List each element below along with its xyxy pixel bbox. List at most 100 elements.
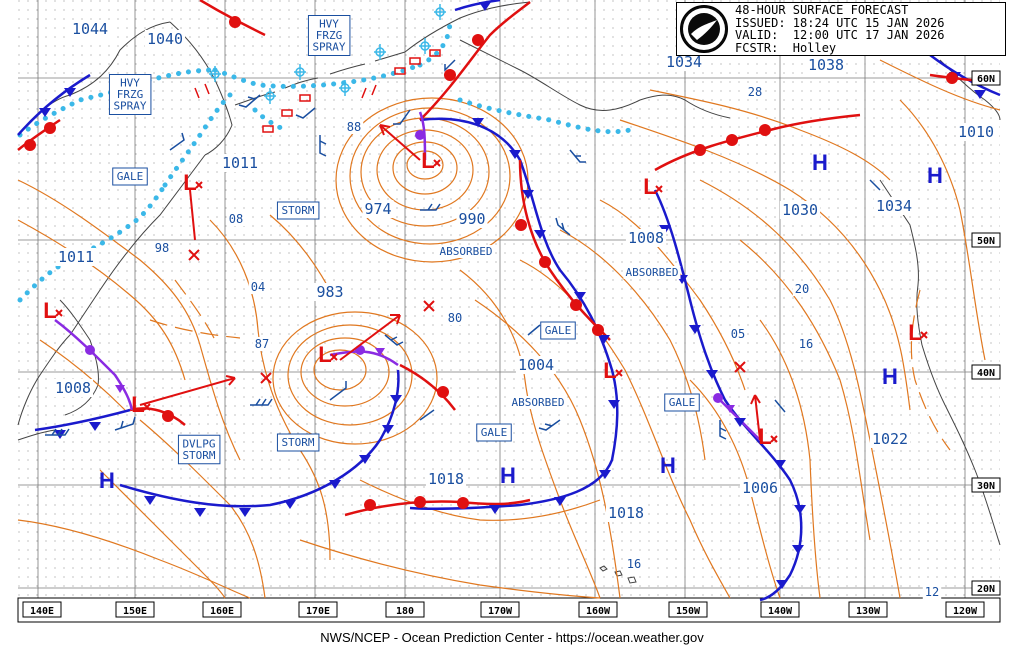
- warning-box: STORM: [276, 201, 320, 220]
- isobar-value: 1040: [147, 30, 183, 48]
- warning-box-frame: [108, 74, 152, 115]
- lon-label-box: [668, 601, 708, 618]
- cold-front-triangle: [774, 460, 786, 469]
- lat-label: 60N: [977, 74, 995, 85]
- header-title: 48-HOUR SURFACE FORECAST: [735, 3, 909, 17]
- warning-box-frame: [276, 201, 320, 220]
- isobar-label-bg: [869, 430, 911, 448]
- lat-label-box: [971, 364, 1001, 380]
- warm-front-semicircle: [759, 124, 771, 136]
- warm-front-semicircle: [472, 34, 484, 46]
- warning-box: GALE: [476, 423, 512, 442]
- warm-front-semicircle: [946, 72, 958, 84]
- low-pressure-symbol: L: [603, 358, 616, 383]
- isobar-label-bg: [219, 154, 261, 172]
- header-forecaster: FCSTR: Holley: [735, 40, 837, 55]
- warm-front-semicircle: [592, 324, 604, 336]
- longitude-labels: 140E 150E 160E 170E 180 170W 160W 150W 140W 130W 1…: [22, 601, 985, 618]
- low-center-x: [433, 159, 441, 167]
- isobar-label-bg: [252, 337, 272, 351]
- high-pressure-symbol: H: [812, 150, 828, 175]
- lon-label: 170W: [488, 606, 513, 617]
- low-pressure-symbol: L: [908, 320, 921, 345]
- isobar-value: 12: [925, 585, 939, 599]
- low-center-x: [330, 353, 338, 361]
- occluded-front-triangle: [375, 348, 385, 356]
- cold-front-triangle: [608, 400, 620, 409]
- isobar-label-bg: [456, 210, 488, 228]
- low-center-x: [195, 181, 203, 189]
- isobar-value: 16: [627, 557, 641, 571]
- cold-front-triangle: [792, 545, 804, 554]
- warning-box-frame: [177, 434, 221, 465]
- low-pressure-symbol: L: [183, 170, 196, 195]
- cold-front-triangle: [776, 580, 788, 589]
- isobar-value: 990: [458, 210, 485, 228]
- isobar-value: 28: [748, 85, 762, 99]
- lon-label-box: [578, 601, 618, 618]
- lon-label: 120W: [953, 606, 978, 617]
- heavy-spray-symbols: [194, 49, 441, 133]
- lat-label-box: [971, 477, 1001, 493]
- isobar-label-bg: [745, 85, 765, 99]
- cold-front-triangle: [574, 292, 586, 301]
- low-center-x: [655, 185, 663, 193]
- warning-box-text: STORM: [281, 436, 314, 449]
- high-pressure-symbol: H: [99, 468, 115, 493]
- lat-label: 50N: [977, 236, 995, 247]
- isobar-value: 1018: [608, 504, 644, 522]
- header-valid: VALID: 12:00 UTC 17 JAN 2026: [735, 28, 945, 42]
- cold-front-triangle: [974, 90, 986, 99]
- freezing-spray-boundaries: [17, 17, 633, 303]
- warning-box-frame: [112, 167, 148, 186]
- text-labels: ABSORBED ABSORBED ABSORBED: [437, 245, 681, 409]
- isobar-label-bg: [792, 282, 812, 296]
- cold-front-triangle: [599, 470, 611, 479]
- warning-box-text: GALE: [117, 170, 144, 183]
- cold-front-triangle: [734, 418, 746, 427]
- isobar-value: 1044: [72, 20, 108, 38]
- dotted-grid: [18, 0, 1000, 600]
- absorbed-label-bg: [509, 396, 567, 409]
- isobar-value: 88: [347, 120, 361, 134]
- isobar-value: 1034: [876, 197, 912, 215]
- warning-box-frame: [540, 321, 576, 340]
- isobar-label-bg: [425, 470, 467, 488]
- cold-front-triangle: [706, 370, 718, 379]
- cold-front-triangle: [144, 496, 156, 505]
- warning-box-frame: [307, 15, 351, 56]
- warm-front-semicircle: [515, 219, 527, 231]
- absorbed-label-bg: [437, 245, 495, 258]
- isobar-label-bg: [739, 479, 781, 497]
- absorbed-label: ABSORBED: [512, 396, 565, 409]
- warning-box: STORM: [276, 433, 320, 452]
- warm-front-semicircle: [414, 496, 426, 508]
- warning-box-text: STORM: [182, 449, 215, 462]
- warning-box: GALE: [540, 321, 576, 340]
- isobar-value: 1006: [742, 479, 778, 497]
- warning-box-text: DVLPG: [182, 437, 215, 450]
- latitude-labels: 60N 50N 40N 30N 20N: [971, 70, 1001, 596]
- isobar-label-bg: [314, 283, 346, 301]
- lon-label-box: [848, 601, 888, 618]
- lon-label: 140E: [30, 606, 54, 617]
- cold-front-triangle: [522, 190, 534, 199]
- isobar-label-bg: [52, 379, 94, 397]
- isobar-value: 1010: [958, 123, 994, 141]
- cold-front-triangle: [479, 2, 491, 11]
- cold-front-triangle: [472, 118, 484, 127]
- forecast-header: [676, 2, 1006, 56]
- lon-label: 160W: [586, 606, 611, 617]
- lat-label-box: [971, 232, 1001, 248]
- low-pressure-symbol: L: [43, 298, 56, 323]
- lat-label: 40N: [977, 368, 995, 379]
- isobar-value: 1008: [55, 379, 91, 397]
- lat-label: 30N: [977, 481, 995, 492]
- low-center-x: [143, 403, 151, 411]
- high-pressure-symbol: H: [882, 364, 898, 389]
- cold-front-triangle: [489, 505, 501, 514]
- occluded-front-semicircle: [415, 130, 425, 140]
- isobar-label-bg: [779, 201, 821, 219]
- warning-box: GALE: [664, 393, 700, 412]
